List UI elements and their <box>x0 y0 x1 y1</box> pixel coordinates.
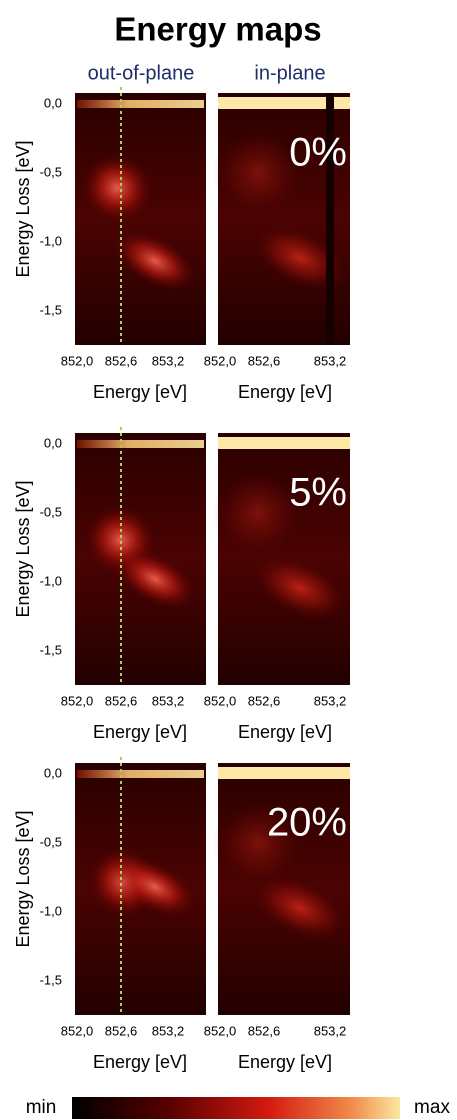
y-tick-label: -1,0 <box>40 573 62 588</box>
heatmap-blob <box>113 231 197 291</box>
y-tick-label: -0,5 <box>40 504 62 519</box>
x-tick-label: 852,6 <box>248 353 281 368</box>
x-tick-label: 852,6 <box>248 693 281 708</box>
x-axis-label: Energy [eV] <box>93 722 187 742</box>
y-tick-label: -1,5 <box>40 972 62 987</box>
heatmap-line <box>77 440 204 448</box>
heatmap-line <box>218 767 350 779</box>
row: Energy Loss [eV] 20% 0,0 -0,5 -1,0 -1,5 852,0 8… <box>13 757 350 1072</box>
x-axis-label: Energy [eV] <box>93 382 187 402</box>
y-axis-label: Energy Loss [eV] <box>13 140 33 277</box>
colorbar-min: min <box>26 1097 57 1118</box>
x-tick-label: 853,2 <box>152 693 185 708</box>
y-tick-label: -1,5 <box>40 302 62 317</box>
x-tick-label: 853,2 <box>152 353 185 368</box>
x-tick-label: 853,2 <box>314 693 347 708</box>
heatmap-blob <box>251 874 349 942</box>
heatmap-blob <box>251 224 349 292</box>
heatmap-stripe <box>326 93 334 345</box>
y-axis-label: Energy Loss [eV] <box>13 480 33 617</box>
y-axis-label: Energy Loss [eV] <box>13 810 33 947</box>
heatmap-blob <box>251 554 349 622</box>
x-tick-label: 852,0 <box>204 693 237 708</box>
y-tick-label: -0,5 <box>40 164 62 179</box>
column-label: out-of-plane <box>88 62 195 84</box>
colorbar <box>72 1097 400 1119</box>
y-tick-label: 0,0 <box>44 95 62 110</box>
strain-label: 0% <box>289 131 347 175</box>
heatmap <box>75 87 206 345</box>
strain-label: 20% <box>267 801 347 845</box>
heatmap-line <box>218 97 350 109</box>
heatmap-blob <box>113 857 197 917</box>
x-tick-label: 852,0 <box>61 1023 94 1038</box>
x-tick-label: 852,0 <box>61 693 94 708</box>
x-tick-label: 852,6 <box>248 1023 281 1038</box>
x-axis-label: Energy [eV] <box>93 1052 187 1072</box>
x-tick-label: 852,6 <box>105 693 138 708</box>
y-tick-label: -1,0 <box>40 233 62 248</box>
x-tick-label: 852,0 <box>61 353 94 368</box>
colorbar-max: max <box>414 1097 450 1118</box>
heatmap-blob <box>213 468 303 558</box>
x-tick-label: 853,2 <box>314 353 347 368</box>
x-tick-label: 852,0 <box>204 1023 237 1038</box>
y-tick-label: -1,0 <box>40 903 62 918</box>
heatmap <box>75 757 206 1015</box>
y-tick-label: -0,5 <box>40 834 62 849</box>
heatmap-blob <box>213 798 303 888</box>
heatmap-background <box>75 93 206 345</box>
x-axis-label: Energy [eV] <box>238 722 332 742</box>
heatmap-line <box>218 437 350 449</box>
x-tick-label: 853,2 <box>314 1023 347 1038</box>
figure-title: Energy maps <box>114 11 321 48</box>
x-tick-label: 852,6 <box>105 1023 138 1038</box>
row: Energy Loss [eV] 0% 0,0 -0,5 -1,0 -1,5 852,0 85… <box>13 87 350 402</box>
heatmap <box>213 763 350 1015</box>
heatmap-line <box>77 100 204 108</box>
x-tick-label: 852,6 <box>105 353 138 368</box>
row: Energy Loss [eV] 5% 0,0 -0,5 -1,0 -1,5 852,0 85… <box>13 427 350 742</box>
y-tick-label: 0,0 <box>44 435 62 450</box>
heatmap <box>213 93 350 345</box>
column-label: in-plane <box>254 62 325 84</box>
heatmap-blob <box>213 128 303 218</box>
strain-label: 5% <box>289 471 347 515</box>
heatmap <box>75 427 206 685</box>
y-tick-label: 0,0 <box>44 765 62 780</box>
x-tick-label: 852,0 <box>204 353 237 368</box>
heatmap-line <box>77 770 204 778</box>
y-tick-label: -1,5 <box>40 642 62 657</box>
heatmap-blob <box>81 153 153 223</box>
heatmap <box>213 433 350 685</box>
x-tick-label: 853,2 <box>152 1023 185 1038</box>
x-axis-label: Energy [eV] <box>238 382 332 402</box>
heatmap-blob <box>113 549 197 609</box>
x-axis-label: Energy [eV] <box>238 1052 332 1072</box>
